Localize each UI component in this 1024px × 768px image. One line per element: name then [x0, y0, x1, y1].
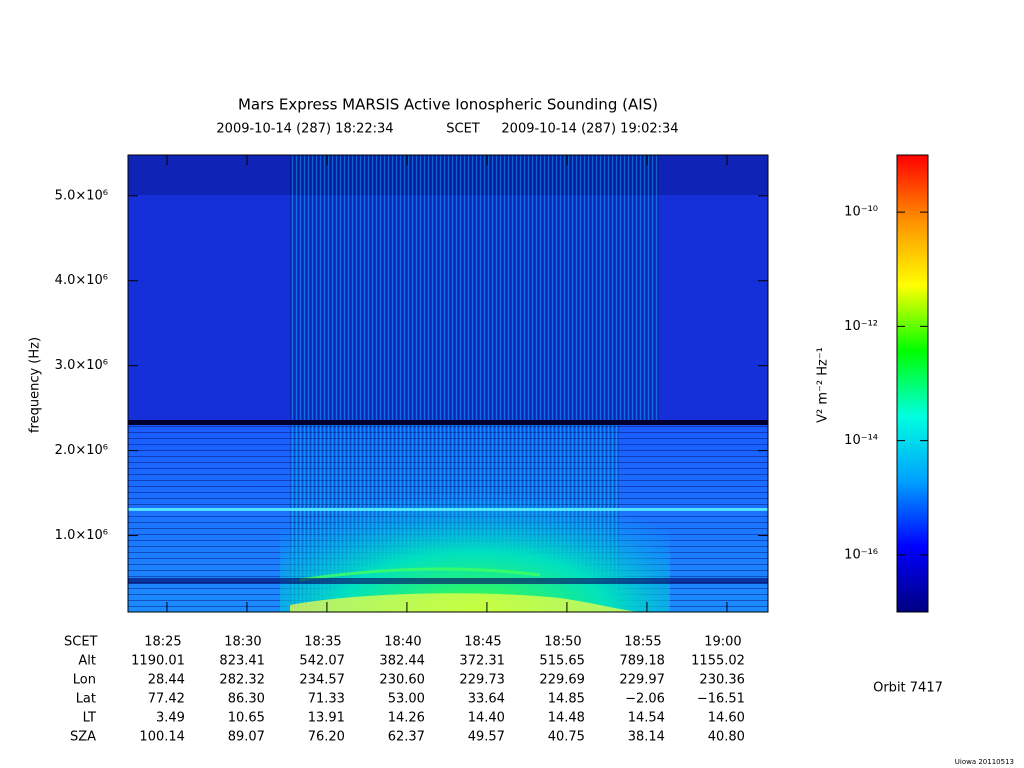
colorbar-label: V² m⁻² Hz⁻¹: [816, 347, 831, 423]
subtitle: 2009-10-14 (287) 19:02:34: [501, 122, 678, 137]
table-cell: 3.49: [156, 711, 185, 726]
chart-title: Mars Express MARSIS Active Ionospheric S…: [238, 96, 658, 114]
table-cell: 28.44: [148, 673, 185, 688]
table-header: SCET: [64, 635, 98, 650]
x-tick-label: 18:30: [224, 635, 261, 650]
x-tick-label: 18:55: [624, 635, 661, 650]
x-tick-label: 18:45: [464, 635, 501, 650]
table-cell: 13.91: [308, 711, 345, 726]
table-cell: 14.60: [708, 711, 745, 726]
table-cell: 282.32: [219, 673, 265, 688]
table-cell: 229.73: [459, 673, 505, 688]
colorbar-tick-label: 10⁻¹⁶: [844, 547, 878, 562]
plasma-region: [280, 440, 670, 612]
table-cell: 542.07: [299, 654, 345, 669]
row-header: Lon: [73, 673, 96, 688]
colorbar-tick-label: 10⁻¹⁰: [844, 205, 878, 220]
table-cell: 14.40: [468, 711, 505, 726]
row-header: Alt: [78, 654, 96, 669]
table-cell: 14.85: [548, 692, 585, 707]
row-header: SZA: [70, 730, 96, 745]
plot-frame: [127, 154, 769, 613]
table-cell: 14.26: [388, 711, 425, 726]
vertical-striations: [290, 155, 660, 425]
table-cell: 823.41: [219, 654, 265, 669]
y-axis-label: frequency (Hz): [28, 337, 43, 433]
table-cell: 77.42: [148, 692, 185, 707]
y-tick-label: 5.0×10⁶: [55, 188, 108, 203]
table-cell: 14.54: [628, 711, 665, 726]
table-cell: 40.80: [708, 730, 745, 745]
colorbar-tick-label: 10⁻¹⁴: [844, 433, 878, 448]
table-cell: 100.14: [139, 730, 185, 745]
table-cell: 71.33: [308, 692, 345, 707]
table-cell: 14.48: [548, 711, 585, 726]
table-cell: 38.14: [628, 730, 665, 745]
dark-low-band: [128, 578, 768, 584]
table-cell: 234.57: [299, 673, 345, 688]
x-tick-label: 18:50: [544, 635, 581, 650]
yellow-trace: [290, 593, 640, 612]
table-cell: 86.30: [228, 692, 265, 707]
table-cell: 49.57: [468, 730, 505, 745]
colorbar-tick-label: 10⁻¹²: [844, 319, 878, 334]
table-cell: −2.06: [625, 692, 665, 707]
y-tick-label: 2.0×10⁶: [55, 443, 108, 458]
table-cell: 230.36: [699, 673, 745, 688]
x-tick-label: 18:40: [384, 635, 421, 650]
table-cell: 229.69: [539, 673, 585, 688]
table-cell: 62.37: [388, 730, 425, 745]
y-tick-label: 1.0×10⁶: [55, 528, 108, 543]
x-tick-label: 18:35: [304, 635, 341, 650]
orbit-label: Orbit 7417: [873, 681, 943, 696]
table-cell: 382.44: [379, 654, 425, 669]
footer: Uiowa 20110513: [955, 758, 1014, 766]
table-cell: 1190.01: [131, 654, 185, 669]
table-cell: 515.65: [539, 654, 585, 669]
table-cell: 33.64: [468, 692, 505, 707]
table-cell: 10.65: [228, 711, 265, 726]
subtitle: SCET: [446, 122, 480, 137]
row-header: LT: [83, 711, 96, 726]
table-cell: 789.18: [619, 654, 665, 669]
x-tick-label: 19:00: [704, 635, 741, 650]
x-tick-label: 18:25: [144, 635, 181, 650]
table-cell: 229.97: [619, 673, 665, 688]
table-cell: 40.75: [548, 730, 585, 745]
dark-line: [128, 420, 768, 425]
table-cell: −16.51: [697, 692, 745, 707]
table-cell: 53.00: [388, 692, 425, 707]
table-cell: 1155.02: [691, 654, 745, 669]
y-tick-label: 4.0×10⁶: [55, 273, 108, 288]
table-cell: 89.07: [228, 730, 265, 745]
table-cell: 230.60: [379, 673, 425, 688]
table-cell: 372.31: [459, 654, 505, 669]
cyan-line: [128, 508, 768, 511]
table-cell: 76.20: [308, 730, 345, 745]
row-header: Lat: [76, 692, 96, 707]
y-tick-label: 3.0×10⁶: [55, 358, 108, 373]
green-trace: [299, 567, 541, 582]
spectrogram-image: [127, 154, 769, 613]
subtitle: 2009-10-14 (287) 18:22:34: [216, 122, 393, 137]
colorbar: [896, 154, 929, 613]
